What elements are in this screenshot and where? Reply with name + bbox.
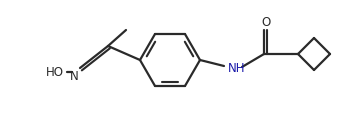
Text: HO: HO — [46, 66, 64, 78]
Text: N: N — [70, 70, 79, 83]
Text: NH: NH — [228, 61, 246, 75]
Text: O: O — [261, 16, 270, 29]
